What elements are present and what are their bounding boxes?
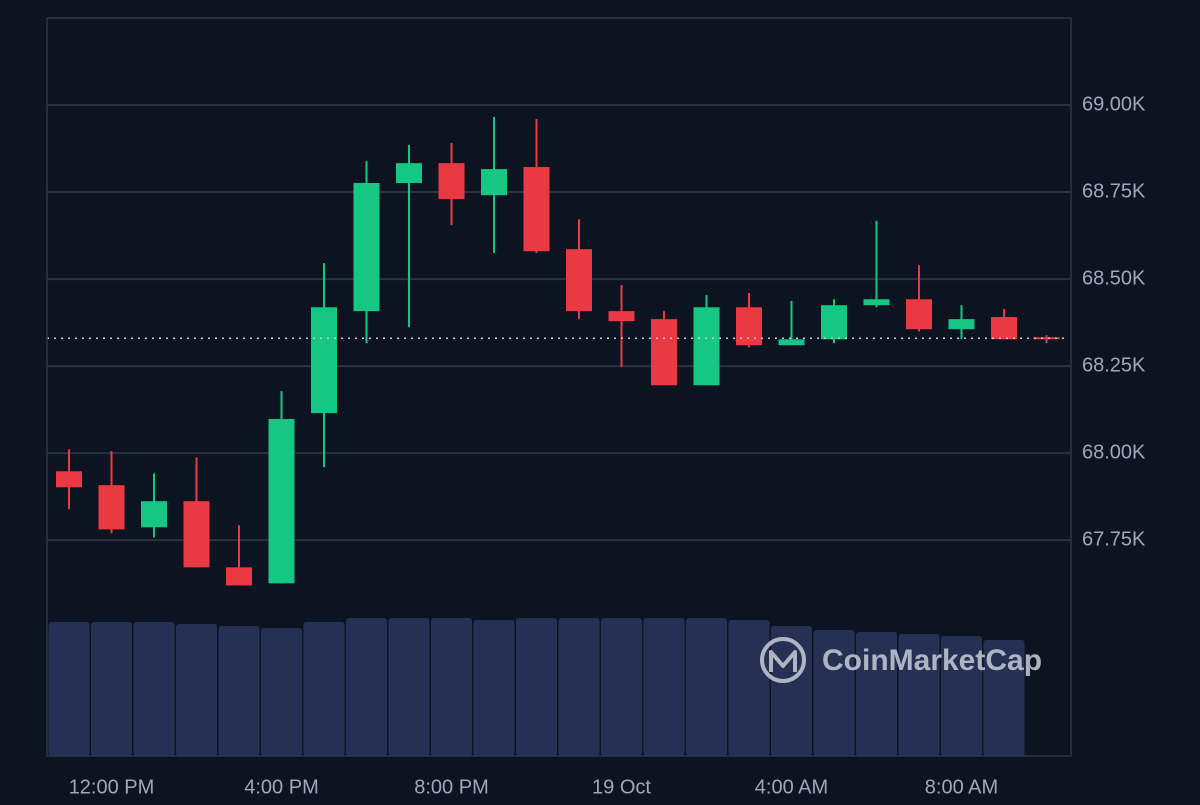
- volume-bar: [261, 628, 302, 756]
- candle-body: [1033, 337, 1060, 340]
- x-tick-label: 4:00 AM: [755, 776, 828, 798]
- candle-body: [311, 307, 337, 414]
- volume-bar: [983, 640, 1025, 756]
- volume-bar: [303, 622, 345, 756]
- volume-bar: [388, 618, 430, 756]
- volume-bar: [91, 622, 132, 756]
- y-tick-label: 68.00K: [1082, 441, 1146, 463]
- y-tick-label: 68.75K: [1082, 180, 1146, 202]
- logo-ring: [760, 637, 806, 683]
- candle-body: [268, 419, 295, 584]
- candle-body: [906, 299, 932, 330]
- candle-body: [141, 501, 167, 528]
- volume-bar: [133, 622, 175, 756]
- y-tick-label: 67.75K: [1082, 528, 1146, 550]
- candle-body: [778, 339, 805, 346]
- volume-bar: [643, 618, 685, 756]
- volume-bar: [813, 630, 855, 756]
- candle-body: [353, 183, 380, 312]
- candle-body: [523, 166, 550, 252]
- volume-bar: [218, 626, 260, 756]
- x-tick-label: 12:00 PM: [69, 776, 155, 798]
- candle-body: [56, 471, 82, 488]
- candle-body: [991, 317, 1017, 340]
- volume-bar: [686, 618, 727, 756]
- x-tick-label: 19 Oct: [592, 776, 651, 798]
- y-tick-label: 68.50K: [1082, 267, 1146, 289]
- volume-bar: [941, 636, 982, 756]
- x-tick-label: 8:00 AM: [925, 776, 998, 798]
- y-tick-label: 69.00K: [1082, 93, 1146, 115]
- volume-bar: [601, 618, 642, 756]
- candle-body: [98, 485, 125, 530]
- volume-bar: [176, 624, 217, 756]
- candles: [47, 116, 1067, 586]
- volume-bar: [728, 620, 770, 756]
- candle-body: [651, 319, 677, 386]
- x-tick-label: 8:00 PM: [414, 776, 488, 798]
- candle-body: [863, 299, 890, 306]
- volume-bar: [898, 634, 940, 756]
- watermark-text: CoinMarketCap: [822, 644, 1042, 677]
- candle-body: [693, 307, 720, 386]
- volume-bar: [346, 618, 387, 756]
- volume-bar: [516, 618, 557, 756]
- volume-bar: [558, 618, 600, 756]
- plot-frame: [46, 17, 1072, 757]
- x-tick-label: 4:00 PM: [244, 776, 318, 798]
- logo-mark: [769, 650, 797, 672]
- volume-bar: [856, 632, 897, 756]
- candle-body: [438, 163, 465, 200]
- candle-body: [736, 307, 762, 346]
- volume-bar: [431, 618, 472, 756]
- volume-bar: [473, 620, 515, 756]
- candle-body: [948, 319, 975, 330]
- volume-bars: [48, 618, 1025, 756]
- candle-body: [396, 163, 422, 184]
- volume-bar: [771, 626, 812, 756]
- grid: [47, 104, 1071, 542]
- candle-body: [608, 311, 635, 322]
- candle-body: [566, 249, 592, 312]
- candle-body: [226, 567, 252, 586]
- y-tick-label: 68.25K: [1082, 354, 1146, 376]
- candle-body: [821, 305, 847, 340]
- candle-body: [481, 169, 507, 196]
- volume-bar: [48, 622, 90, 756]
- candle-body: [183, 501, 210, 568]
- watermark: CoinMarketCap: [760, 637, 1042, 683]
